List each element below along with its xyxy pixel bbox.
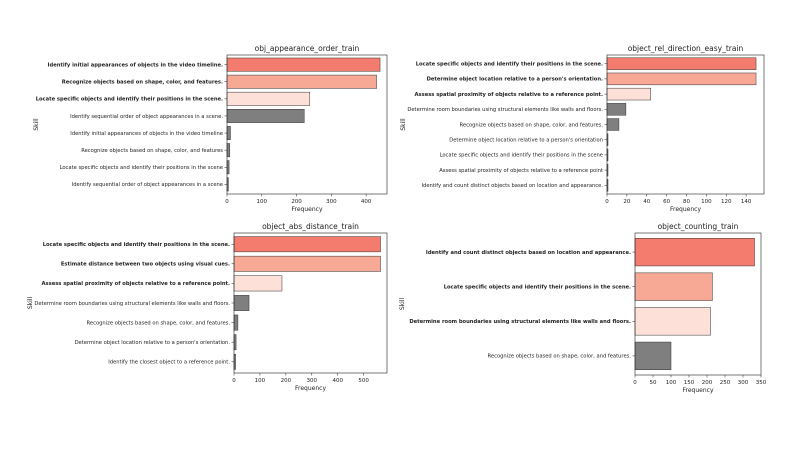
x-tick-label: 200 [702, 380, 713, 386]
bar-1 [606, 57, 757, 70]
bar-6 [233, 334, 237, 351]
category-label: Locate specific objects and identify the… [444, 285, 631, 291]
x-tick-label: 50 [650, 380, 657, 386]
bar-5 [226, 126, 231, 140]
x-tick-label: 100 [257, 199, 268, 205]
category-label: Recognize objects based on shape, color,… [81, 148, 223, 154]
x-tick-label: 0 [605, 199, 609, 205]
x-tick-label: 20 [623, 199, 630, 205]
x-tick-label: 150 [684, 380, 695, 386]
bar-2 [606, 72, 757, 86]
category-label: Determine room boundaries using structur… [34, 301, 230, 307]
category-label: Determine object location relative to a … [427, 77, 603, 83]
bar-2 [233, 255, 381, 272]
category-label: Identify sequential order of object appe… [72, 182, 223, 188]
x-axis-label: Frequency [670, 206, 701, 213]
x-tick-label: 300 [307, 378, 318, 384]
category-label: Assess spatial proximity of objects rela… [42, 281, 231, 287]
category-label: Recognize objects based on shape, color,… [62, 80, 223, 86]
category-label: Identify initial appearances of objects … [48, 62, 223, 68]
chart-panel-obj-appearance-order: obj_appearance_order_train Identify initi… [33, 44, 388, 213]
x-tick-label: 0 [232, 378, 236, 384]
x-tick-label: 200 [281, 378, 292, 384]
category-label: Estimate distance between two objects us… [61, 262, 230, 268]
chart-title: object_counting_train [658, 222, 739, 231]
bar-2 [634, 272, 713, 301]
category-label: Identify and count distinct objects base… [426, 250, 631, 256]
x-tick-label: 100 [255, 378, 266, 384]
category-label: Assess spatial proximity of objects rela… [415, 92, 604, 98]
category-label: Determine room boundaries using structur… [409, 319, 631, 325]
chart-panel-object-abs-distance: object_abs_distance_train Locate specific… [27, 222, 388, 392]
bar-6 [226, 143, 231, 158]
x-tick-label: 300 [326, 199, 337, 205]
plot-frame [226, 54, 388, 195]
bar-7 [226, 160, 230, 175]
x-tick-label: 250 [720, 380, 731, 386]
x-axis-label: Frequency [683, 387, 714, 394]
y-axis-label: Skill [400, 118, 407, 131]
y-axis-label: Skill [399, 298, 406, 311]
category-label: Locate specific objects and identify the… [36, 97, 223, 103]
category-label: Identify initial appearances of objects … [70, 131, 223, 137]
plot-frame [634, 232, 762, 376]
y-axis-label: Skill [27, 297, 34, 310]
x-tick-label: 60 [663, 199, 670, 205]
x-tick-label: 350 [756, 380, 767, 386]
category-label: Recognize objects based on shape, color,… [488, 354, 632, 360]
x-tick-label: 200 [291, 199, 302, 205]
bar-3 [634, 307, 711, 336]
category-label: Determine object location relative to a … [449, 138, 603, 144]
x-tick-label: 100 [666, 380, 677, 386]
x-tick-label: 120 [721, 199, 732, 205]
bar-4 [226, 109, 305, 123]
x-axis-label: Frequency [295, 385, 326, 392]
x-tick-label: 40 [643, 199, 650, 205]
category-label: Locate specific objects and identify the… [43, 242, 230, 248]
bar-3 [226, 91, 311, 106]
x-tick-label: 0 [225, 199, 229, 205]
x-tick-label: 300 [738, 380, 749, 386]
chart-title: object_rel_direction_easy_train [628, 44, 744, 53]
category-label: Locate specific objects and identify the… [60, 165, 223, 171]
bar-3 [606, 87, 651, 101]
category-label: Identify and count distinct objects base… [422, 183, 604, 189]
category-label: Recognize objects based on shape, color,… [87, 320, 231, 326]
x-tick-label: 500 [358, 378, 369, 384]
x-tick-label: 140 [741, 199, 752, 205]
plot-frame [233, 232, 388, 374]
chart-panel-object-rel-direction: object_rel_direction_easy_train Locate sp… [400, 44, 765, 213]
category-label: Locate specific objects and identify the… [416, 62, 603, 68]
bar-1 [233, 236, 381, 253]
category-label: Identify the closest object to a referen… [108, 360, 230, 366]
y-axis-label: Skill [33, 118, 40, 131]
bar-4 [233, 295, 250, 311]
x-tick-label: 80 [683, 199, 690, 205]
category-label: Assess spatial proximity of objects rela… [439, 168, 603, 174]
category-label: Identify sequential order of object appe… [70, 114, 223, 120]
category-label: Determine object location relative to a … [75, 340, 231, 346]
bar-1 [226, 57, 381, 72]
category-label: Locate specific objects and identify the… [440, 153, 603, 159]
bar-5 [233, 314, 239, 331]
bar-4 [634, 341, 672, 370]
x-tick-label: 0 [633, 380, 637, 386]
bar-1 [634, 238, 755, 267]
bar-3 [233, 275, 283, 292]
category-label: Recognize objects based on shape, color,… [460, 122, 604, 128]
chart-title: obj_appearance_order_train [255, 44, 360, 53]
plot-frame [606, 54, 765, 195]
x-tick-label: 400 [332, 378, 343, 384]
bar-5 [606, 118, 620, 131]
x-axis-label: Frequency [292, 206, 323, 213]
chart-panel-object-counting: object_counting_train Identify and count … [399, 222, 767, 394]
x-tick-label: 100 [701, 199, 712, 205]
bar-2 [226, 74, 377, 89]
bar-4 [606, 103, 627, 116]
x-tick-label: 400 [361, 199, 372, 205]
chart-title: object_abs_distance_train [262, 222, 359, 231]
category-label: Determine room boundaries using structur… [407, 107, 603, 113]
